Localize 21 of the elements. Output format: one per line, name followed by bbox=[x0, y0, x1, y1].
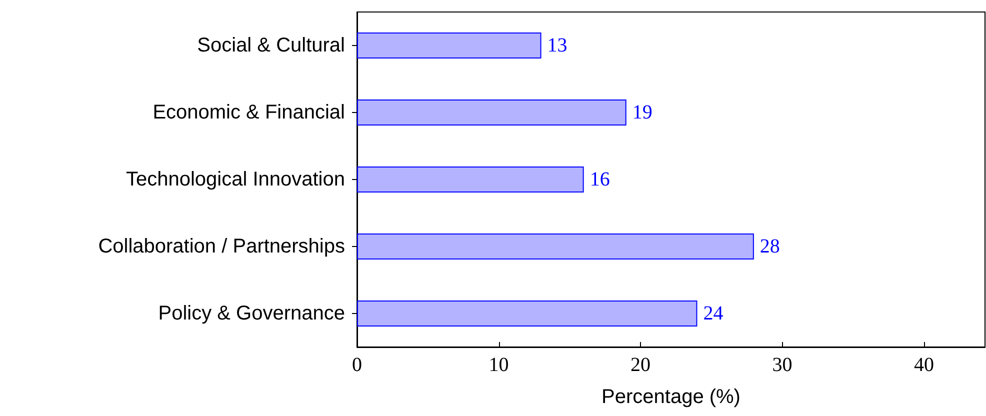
x-tick-label: 40 bbox=[914, 354, 934, 376]
bar bbox=[357, 32, 542, 58]
data-label: 28 bbox=[760, 236, 780, 258]
x-tick-label: 0 bbox=[352, 354, 362, 376]
x-tick-label: 20 bbox=[630, 354, 651, 376]
data-label: 24 bbox=[703, 302, 724, 324]
y-tick-label: Collaboration / Partnerships bbox=[98, 236, 345, 258]
bar bbox=[357, 100, 626, 126]
bar bbox=[357, 300, 698, 326]
bar bbox=[357, 234, 754, 260]
y-tick-label: Social & Cultural bbox=[197, 34, 345, 56]
x-tick-label: 30 bbox=[772, 354, 792, 376]
y-tick-label: Technological Innovation bbox=[126, 168, 345, 190]
data-label: 19 bbox=[632, 102, 652, 124]
x-axis-title: Percentage (%) bbox=[602, 386, 740, 408]
bar bbox=[357, 166, 584, 192]
x-tick-label: 10 bbox=[488, 354, 509, 376]
data-label: 13 bbox=[547, 34, 568, 56]
data-label: 16 bbox=[590, 168, 610, 190]
y-tick-label: Policy & Governance bbox=[158, 302, 345, 324]
y-tick-label: Economic & Financial bbox=[152, 102, 345, 124]
